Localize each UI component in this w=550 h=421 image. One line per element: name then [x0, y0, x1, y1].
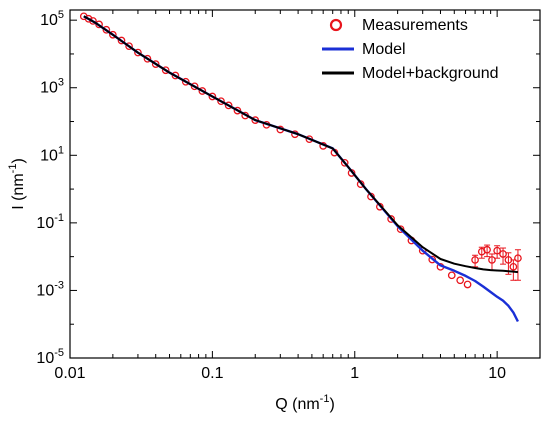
measurement-point	[217, 97, 225, 106]
axes: 0.01 0.1 1 10 10-5 10-3 10-1 101 103 105 Q (nm-1) I…	[7, 9, 541, 413]
x-tick-label: 10	[488, 365, 506, 382]
measurement-point	[161, 66, 170, 75]
measurement-point	[514, 254, 522, 263]
measurement-point	[151, 60, 160, 68]
measurement-point	[493, 246, 501, 255]
measurement-point	[198, 87, 207, 95]
measurement-point	[463, 280, 472, 289]
y-tick-label: 101	[40, 144, 64, 164]
measurement-point	[340, 158, 349, 167]
measurement-point	[181, 77, 190, 86]
measurement-point	[117, 36, 126, 45]
measurement-point	[143, 54, 152, 63]
measurement-point	[428, 255, 437, 264]
x-tick-label: 0.1	[201, 365, 223, 382]
measurement-point	[109, 30, 117, 39]
model-background-line	[83, 15, 519, 274]
measurement-point	[488, 256, 496, 264]
y-tick-label: 10-5	[36, 347, 64, 367]
measurement-point	[509, 262, 518, 271]
measurement-point	[396, 225, 405, 234]
y-tick-label: 10-1	[36, 212, 64, 232]
y-tick-label: 10-3	[36, 279, 64, 299]
legend-label-model: Model	[362, 41, 406, 58]
measurement-point	[125, 42, 133, 51]
measurement-point	[387, 215, 395, 223]
measurement-point	[471, 256, 479, 264]
y-tick-label: 105	[40, 9, 64, 29]
measurement-point	[134, 48, 142, 57]
measurement-point	[233, 106, 242, 115]
measurement-point	[208, 92, 217, 101]
x-axis-title: Q (nm-1)	[275, 393, 335, 413]
measurement-point	[504, 256, 513, 264]
legend: Measurements Model Model+background	[322, 17, 499, 82]
measurement-point	[190, 82, 199, 91]
measurement-point	[84, 14, 93, 23]
measurement-point	[171, 71, 180, 80]
measurement-point	[483, 245, 491, 254]
measurement-point	[499, 250, 507, 258]
plot-frame	[69, 9, 541, 359]
x-tick-label: 1	[350, 365, 359, 382]
measurement-point	[224, 101, 233, 110]
x-tick-label: 0.01	[54, 365, 85, 382]
legend-marker-measurements	[329, 18, 343, 32]
measurement-point	[447, 271, 456, 280]
measurement-point	[102, 25, 111, 34]
measurement-point	[456, 276, 465, 285]
plot-area	[79, 12, 522, 323]
y-tick-label: 103	[40, 77, 64, 97]
y-axis-title: I (nm-1)	[7, 158, 27, 210]
legend-label-model-background: Model+background	[362, 65, 499, 82]
legend-label-measurements: Measurements	[362, 17, 468, 34]
